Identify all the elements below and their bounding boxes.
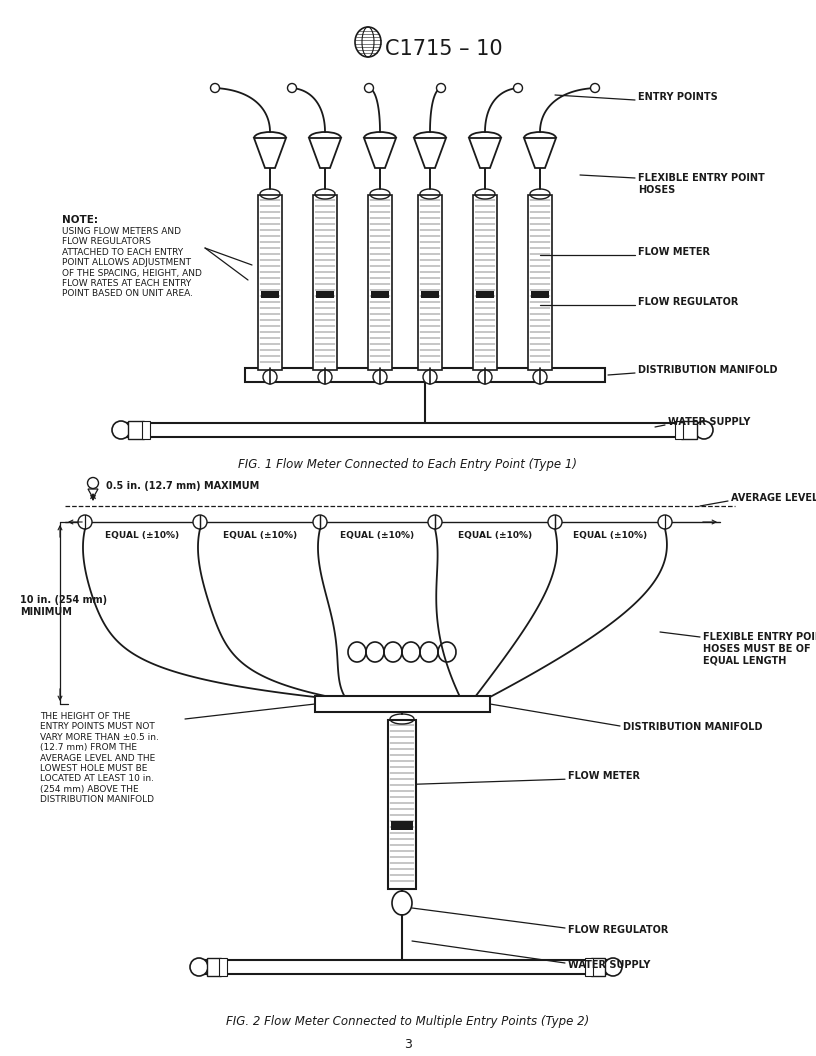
Bar (207, 958, 221, 976)
Polygon shape (469, 138, 501, 168)
Text: C1715 – 10: C1715 – 10 (385, 39, 503, 59)
Bar (128, 421, 144, 439)
Polygon shape (254, 138, 286, 168)
Circle shape (604, 958, 622, 976)
Polygon shape (364, 138, 396, 168)
Text: ENTRY POINTS: ENTRY POINTS (638, 92, 718, 102)
Text: EQUAL (±10%): EQUAL (±10%) (223, 531, 297, 540)
Text: EQUAL (±10%): EQUAL (±10%) (340, 531, 414, 540)
Text: FLOW REGULATOR: FLOW REGULATOR (568, 925, 668, 935)
Bar (528, 195, 552, 370)
Circle shape (211, 83, 220, 93)
Circle shape (428, 515, 442, 529)
Text: 10 in. (254 mm)
MINIMUM: 10 in. (254 mm) MINIMUM (20, 596, 107, 617)
Bar (531, 291, 549, 298)
Circle shape (112, 421, 130, 439)
Bar (391, 822, 413, 830)
Circle shape (695, 421, 713, 439)
Bar (315, 696, 490, 712)
Bar (418, 195, 442, 370)
Text: USING FLOW METERS AND
FLOW REGULATORS
ATTACHED TO EACH ENTRY
POINT ALLOWS ADJUST: USING FLOW METERS AND FLOW REGULATORS AT… (62, 227, 202, 299)
Circle shape (318, 370, 332, 384)
Bar (388, 720, 416, 889)
Bar (258, 195, 282, 370)
Circle shape (548, 515, 562, 529)
Text: FIG. 2 Flow Meter Connected to Multiple Entry Points (Type 2): FIG. 2 Flow Meter Connected to Multiple … (226, 1015, 590, 1027)
Circle shape (78, 515, 92, 529)
Circle shape (533, 370, 547, 384)
Circle shape (373, 370, 387, 384)
Circle shape (658, 515, 672, 529)
Bar (368, 195, 392, 370)
Text: DISTRIBUTION MANIFOLD: DISTRIBUTION MANIFOLD (638, 365, 778, 375)
Text: 3: 3 (404, 1038, 412, 1051)
Text: NOTE:: NOTE: (62, 215, 98, 225)
Bar (371, 291, 389, 298)
Circle shape (87, 477, 99, 489)
Bar (200, 960, 612, 974)
Polygon shape (309, 138, 341, 168)
Text: THE HEIGHT OF THE
ENTRY POINTS MUST NOT
VARY MORE THAN ±0.5 in.
(12.7 mm) FROM T: THE HEIGHT OF THE ENTRY POINTS MUST NOT … (40, 712, 159, 805)
Circle shape (513, 83, 522, 93)
Polygon shape (414, 138, 446, 168)
Text: FLEXIBLE ENTRY POINT
HOSES MUST BE OF
EQUAL LENGTH: FLEXIBLE ENTRY POINT HOSES MUST BE OF EQ… (703, 631, 816, 665)
Text: FIG. 1 Flow Meter Connected to Each Entry Point (Type 1): FIG. 1 Flow Meter Connected to Each Entr… (238, 458, 578, 471)
Bar (421, 291, 439, 298)
Circle shape (263, 370, 277, 384)
Bar (591, 958, 605, 976)
Text: FLOW METER: FLOW METER (568, 771, 640, 781)
Circle shape (365, 83, 374, 93)
Polygon shape (88, 489, 98, 498)
Bar (120, 423, 705, 437)
Bar (316, 291, 334, 298)
Circle shape (437, 83, 446, 93)
Text: EQUAL (±10%): EQUAL (±10%) (573, 531, 647, 540)
Text: EQUAL (±10%): EQUAL (±10%) (105, 531, 179, 540)
Bar (219, 958, 227, 976)
Circle shape (423, 370, 437, 384)
Bar (473, 195, 497, 370)
Bar (585, 958, 593, 976)
Circle shape (591, 83, 600, 93)
Bar (313, 195, 337, 370)
Circle shape (193, 515, 207, 529)
Polygon shape (524, 138, 556, 168)
Bar (675, 421, 683, 439)
Bar (142, 421, 150, 439)
Text: FLEXIBLE ENTRY POINT
HOSES: FLEXIBLE ENTRY POINT HOSES (638, 173, 765, 194)
Bar (476, 291, 494, 298)
Text: EQUAL (±10%): EQUAL (±10%) (458, 531, 532, 540)
Text: FLOW METER: FLOW METER (638, 247, 710, 257)
Circle shape (287, 83, 296, 93)
Circle shape (478, 370, 492, 384)
Text: 0.5 in. (12.7 mm) MAXIMUM: 0.5 in. (12.7 mm) MAXIMUM (106, 480, 259, 491)
Bar (245, 367, 605, 382)
Text: DISTRIBUTION MANIFOLD: DISTRIBUTION MANIFOLD (623, 722, 762, 732)
Circle shape (313, 515, 327, 529)
Bar (261, 291, 279, 298)
Circle shape (190, 958, 208, 976)
Text: AVERAGE LEVEL: AVERAGE LEVEL (731, 493, 816, 503)
Text: WATER SUPPLY: WATER SUPPLY (568, 960, 650, 970)
Text: FLOW REGULATOR: FLOW REGULATOR (638, 297, 738, 307)
Text: WATER SUPPLY: WATER SUPPLY (668, 417, 751, 427)
Bar (681, 421, 697, 439)
